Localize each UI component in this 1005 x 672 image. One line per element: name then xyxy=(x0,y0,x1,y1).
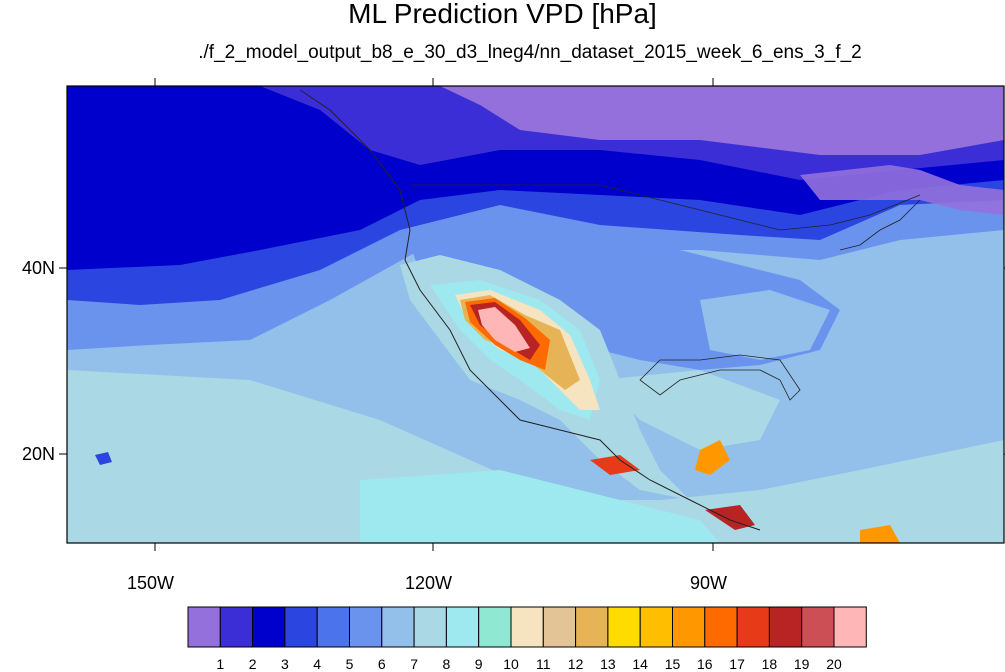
lon-label-90w: 90W xyxy=(690,573,728,593)
colorbar-label: 11 xyxy=(536,656,551,672)
colorbar-label: 18 xyxy=(761,656,778,672)
colorbar-label: 19 xyxy=(793,656,810,672)
colorbar-label: 17 xyxy=(729,656,745,672)
colorbar-swatch xyxy=(381,606,415,648)
colorbar-label: 5 xyxy=(345,656,354,672)
colorbar-swatch xyxy=(478,606,512,648)
colorbar-swatch xyxy=(316,606,351,648)
lat-label-20n: 20N xyxy=(22,444,56,464)
colorbar-label: 2 xyxy=(248,656,257,672)
colorbar-swatch xyxy=(736,606,770,648)
axis-ticks xyxy=(59,78,1005,551)
colorbar-label: 12 xyxy=(567,656,584,672)
colorbar-label: 7 xyxy=(410,656,418,672)
colorbar-label: 20 xyxy=(826,656,842,672)
colorbar-swatch xyxy=(284,606,318,648)
lat-label-40n: 40N xyxy=(22,258,56,278)
colorbar-swatch xyxy=(833,606,867,648)
colorbar-label: 9 xyxy=(474,656,483,672)
map-subtitle: ./f_2_model_output_b8_e_30_d3_lneg4/nn_d… xyxy=(198,42,862,63)
colorbar-swatch xyxy=(607,606,641,648)
colorbar-swatch xyxy=(187,606,221,648)
colorbar-swatch xyxy=(639,606,674,648)
colorbar-swatch xyxy=(801,606,835,648)
lon-label-120w: 120W xyxy=(405,573,453,593)
colorbar-label: 1 xyxy=(216,656,225,672)
colorbar-swatch xyxy=(510,606,544,648)
colorbar-label: 15 xyxy=(664,656,681,672)
vpd-field xyxy=(67,86,1004,543)
colorbar-swatch xyxy=(219,606,254,648)
colorbar xyxy=(187,606,867,648)
colorbar-swatch xyxy=(413,606,447,648)
colorbar-swatch xyxy=(252,606,286,648)
colorbar-label: 4 xyxy=(313,656,322,672)
map-title: ML Prediction VPD [hPa] xyxy=(348,0,657,29)
colorbar-label: 16 xyxy=(697,656,713,672)
colorbar-label: 14 xyxy=(632,656,648,672)
colorbar-swatch xyxy=(445,606,480,648)
colorbar-swatch xyxy=(704,606,738,648)
colorbar-swatch xyxy=(768,606,803,648)
colorbar-swatch xyxy=(672,606,706,648)
colorbar-label: 13 xyxy=(600,656,616,672)
colorbar-label: 8 xyxy=(442,656,451,672)
colorbar-swatch xyxy=(575,606,609,648)
colorbar-label: 10 xyxy=(503,656,519,672)
lon-label-150w: 150W xyxy=(127,573,175,593)
colorbar-swatch xyxy=(349,606,383,648)
map-frame xyxy=(66,85,1005,544)
colorbar-label: 6 xyxy=(377,656,386,672)
colorbar-swatch xyxy=(542,606,577,648)
colorbar-label: 3 xyxy=(280,656,289,672)
